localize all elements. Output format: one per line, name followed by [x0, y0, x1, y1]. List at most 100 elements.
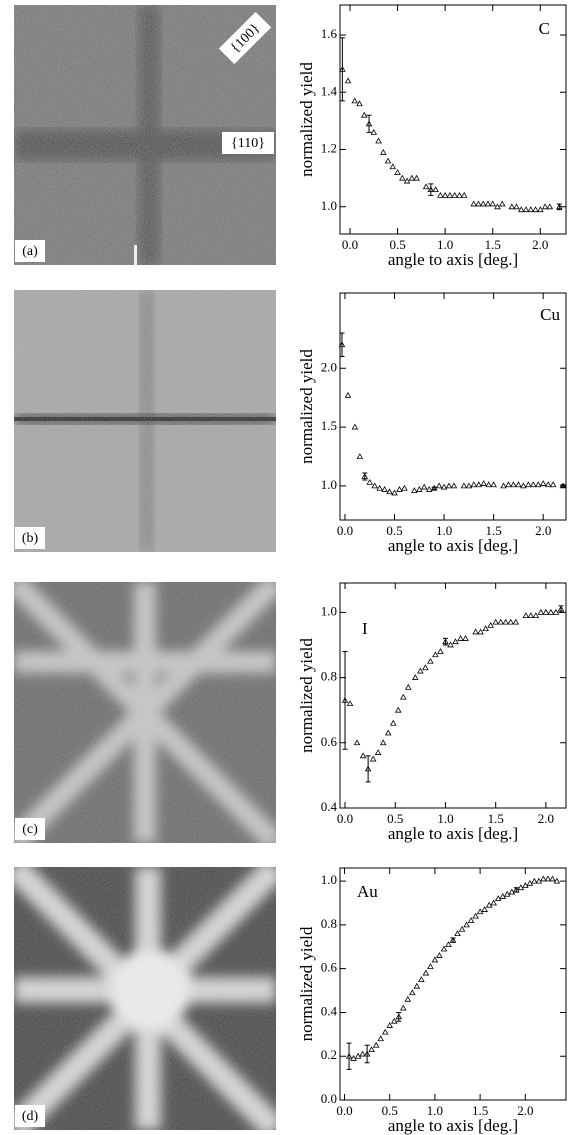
data-point	[498, 200, 506, 207]
data-point	[517, 884, 525, 891]
data-point	[384, 729, 392, 736]
chart-annotation: I	[362, 619, 368, 638]
data-point	[359, 1050, 366, 1057]
data-point	[522, 612, 530, 619]
plot-frame	[339, 582, 567, 809]
image-labels: (a) (b) (c) (d) {100} {110}	[15, 11, 274, 1127]
annotation: {110}	[231, 136, 265, 151]
data-point	[515, 481, 522, 488]
data-point	[539, 480, 547, 486]
data-point	[549, 481, 557, 488]
data-point	[417, 667, 424, 674]
data-point	[494, 203, 501, 210]
data-point	[422, 664, 429, 671]
y-axis-label: normalized yield	[297, 62, 316, 177]
data-point	[379, 739, 387, 746]
data-point	[522, 882, 529, 888]
data-point	[404, 995, 412, 1002]
x-tick-label: 0.5	[382, 1103, 398, 1118]
y-tick-label: 0.6	[321, 960, 338, 975]
data-point	[531, 877, 538, 884]
y-tick-label: 0.4	[321, 1003, 338, 1018]
error-bar	[560, 484, 566, 488]
data-point	[409, 989, 416, 996]
data-point	[481, 906, 488, 912]
data-point	[503, 890, 511, 897]
error-bar	[428, 183, 434, 196]
data-point	[467, 917, 475, 923]
plot-frame	[339, 867, 567, 1101]
x-tick-label: 0.0	[342, 237, 358, 252]
data-point	[512, 618, 520, 625]
data-point	[502, 618, 510, 625]
data-point	[350, 1055, 357, 1061]
data-point	[480, 480, 488, 486]
error-bar	[556, 203, 562, 211]
data-point	[344, 77, 352, 84]
data-point	[475, 200, 482, 207]
data-point	[422, 183, 430, 190]
data-point	[487, 621, 494, 628]
data-point	[497, 618, 504, 625]
data-point	[540, 875, 547, 882]
data-point	[370, 128, 378, 135]
data-point	[441, 191, 449, 198]
data-point	[416, 486, 423, 492]
data-point	[470, 200, 477, 207]
data-point	[411, 487, 418, 493]
data-point	[446, 191, 454, 198]
data-point	[456, 191, 463, 198]
data-point	[346, 700, 354, 707]
y-axis-label: normalized yield	[297, 638, 316, 753]
data-point	[380, 149, 387, 155]
data-point	[413, 174, 420, 181]
data-point	[391, 489, 398, 496]
chart-annotation: C	[539, 19, 550, 38]
data-point	[454, 930, 461, 937]
data-point	[403, 177, 411, 184]
y-axis-label: normalized yield	[297, 926, 316, 1041]
data-point	[485, 481, 492, 488]
data-point	[394, 169, 401, 175]
data-point	[522, 206, 530, 213]
data-point	[458, 925, 466, 932]
data-point	[356, 100, 363, 107]
error-bar	[450, 937, 456, 943]
data-point	[381, 486, 388, 492]
data-point	[376, 484, 383, 491]
data-point	[435, 482, 443, 489]
data-point	[445, 941, 452, 948]
y-tick-label: 1.6	[321, 26, 338, 41]
x-tick-label: 0.0	[337, 811, 353, 826]
y-tick-label: 0.0	[321, 1091, 337, 1106]
data-point	[374, 749, 382, 755]
data-point	[527, 612, 535, 619]
data-point	[541, 203, 549, 210]
y-tick-label: 1.4	[321, 83, 338, 98]
data-point	[508, 888, 516, 895]
data-point	[465, 482, 473, 489]
data-point	[401, 484, 408, 491]
data-point	[472, 912, 479, 919]
y-tick-label: 1.0	[321, 477, 337, 492]
data-point	[479, 200, 487, 207]
data-point	[399, 693, 407, 700]
y-tick-label: 2.0	[321, 359, 337, 374]
data-point	[532, 612, 540, 619]
data-point	[476, 908, 484, 915]
error-bar	[342, 650, 348, 750]
data-point	[351, 97, 359, 104]
data-point	[526, 879, 534, 886]
data-point	[499, 893, 507, 899]
data-point	[389, 719, 397, 726]
data-point	[462, 635, 469, 641]
data-point	[489, 200, 497, 207]
data-point	[375, 137, 382, 144]
data-point	[440, 945, 448, 952]
x-tick-label: 2.0	[538, 811, 554, 826]
data-point	[390, 1017, 398, 1024]
data-point	[408, 174, 416, 181]
plot-frame	[339, 292, 567, 521]
data-point	[377, 1035, 384, 1042]
data-point	[440, 483, 448, 490]
